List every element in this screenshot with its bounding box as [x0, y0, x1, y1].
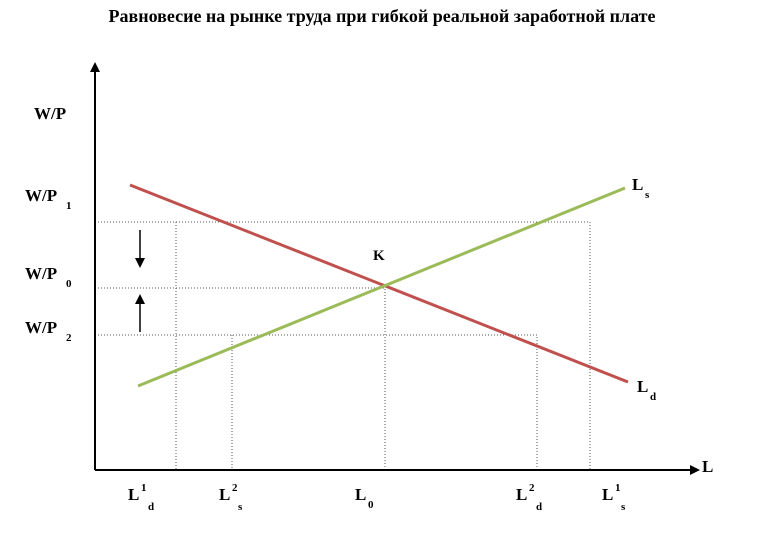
x-point-sub: 0	[368, 499, 374, 511]
y-level-sub: 2	[66, 332, 72, 344]
y-label: W/P	[34, 104, 66, 123]
title: Равновесие на рынке труда при гибкой реа…	[109, 6, 656, 26]
x-point-sub: s	[621, 501, 626, 513]
y-level-sub: 1	[66, 200, 72, 212]
x-point-sub: s	[238, 501, 243, 513]
x-point: L	[128, 485, 139, 504]
x-point-sup: 1	[615, 482, 621, 494]
curve-label-sub: d	[650, 391, 656, 403]
x-point-sup: 1	[141, 482, 147, 494]
y-level: W/P	[25, 186, 57, 205]
x-point-sup: 2	[232, 482, 238, 494]
x-point-sub: d	[148, 501, 154, 513]
supply-curve	[137, 186, 626, 388]
y-level: W/P	[25, 318, 57, 337]
x-point: L	[219, 485, 230, 504]
y-level: W/P	[25, 264, 57, 283]
x-point-sup: 2	[529, 482, 535, 494]
curve-label: L	[632, 175, 643, 194]
equilibrium-label: K	[373, 248, 385, 264]
x-point: L	[602, 485, 613, 504]
demand-curve	[129, 183, 629, 384]
guides	[95, 221, 591, 470]
x-point-sub: d	[536, 501, 542, 513]
curve-label-sub: s	[645, 189, 650, 201]
x-point: L	[516, 485, 527, 504]
y-level-sub: 0	[66, 278, 72, 290]
x-point: L	[355, 485, 366, 504]
x-label: L	[702, 457, 713, 476]
curve-label: L	[637, 377, 648, 396]
